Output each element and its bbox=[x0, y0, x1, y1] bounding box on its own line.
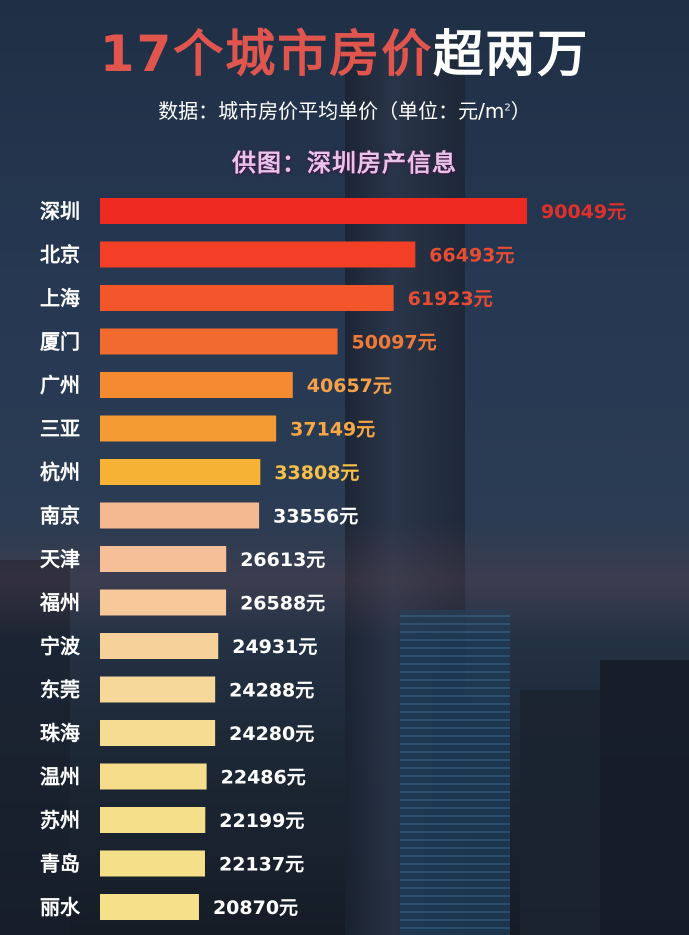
value-label: 40657元 bbox=[307, 375, 392, 397]
background-building bbox=[600, 660, 689, 935]
bar bbox=[100, 589, 227, 616]
category-label: 珠海 bbox=[40, 721, 80, 745]
category-label: 厦门 bbox=[40, 330, 80, 354]
category-label: 南京 bbox=[40, 504, 80, 528]
bar bbox=[100, 372, 293, 398]
bar bbox=[100, 285, 394, 311]
category-label: 广州 bbox=[40, 373, 80, 397]
category-label: 福州 bbox=[39, 591, 80, 615]
category-label: 苏州 bbox=[40, 808, 80, 832]
category-label: 东莞 bbox=[40, 678, 80, 702]
category-label: 丽水 bbox=[40, 895, 81, 919]
value-label: 22199元 bbox=[219, 810, 304, 832]
value-label: 22137元 bbox=[219, 854, 304, 876]
subtitle-text: 数据：城市房价平均单价（单位：元/m bbox=[158, 99, 505, 123]
value-label: 24280元 bbox=[229, 723, 314, 745]
bar bbox=[100, 546, 227, 572]
value-label: 26588元 bbox=[240, 593, 325, 615]
chart-subtitle: 数据：城市房价平均单价（单位：元/m2） bbox=[0, 95, 689, 124]
bar bbox=[100, 328, 338, 355]
value-label: 37149元 bbox=[290, 419, 375, 441]
bar bbox=[100, 763, 207, 790]
value-label: 22486元 bbox=[221, 767, 306, 789]
bar bbox=[100, 198, 527, 224]
value-label: 33556元 bbox=[273, 506, 358, 528]
value-label: 90049元 bbox=[541, 201, 626, 223]
category-label: 天津 bbox=[40, 547, 80, 571]
bar bbox=[100, 502, 260, 529]
category-label: 宁波 bbox=[40, 634, 81, 658]
value-label: 33808元 bbox=[274, 462, 359, 484]
chart-title-part1: 17个城市房价 bbox=[99, 25, 434, 83]
bar bbox=[100, 241, 416, 268]
value-label: 50097元 bbox=[352, 332, 437, 354]
bar bbox=[100, 415, 277, 442]
value-label: 24931元 bbox=[232, 636, 317, 658]
category-label: 青岛 bbox=[40, 852, 80, 876]
background-building bbox=[0, 560, 70, 935]
subtitle-superscript: 2 bbox=[504, 102, 511, 114]
value-label: 61923元 bbox=[408, 288, 493, 310]
category-label: 温州 bbox=[40, 765, 80, 789]
bar bbox=[100, 807, 206, 833]
background-haze bbox=[0, 520, 689, 640]
value-label: 20870元 bbox=[213, 897, 298, 919]
value-label: 24288元 bbox=[229, 680, 314, 702]
bar bbox=[100, 459, 261, 485]
background-glass-building bbox=[400, 610, 510, 935]
value-label: 26613元 bbox=[240, 549, 325, 571]
value-label: 66493元 bbox=[429, 245, 514, 267]
category-label: 上海 bbox=[40, 286, 80, 310]
category-label: 杭州 bbox=[40, 460, 80, 484]
bar bbox=[100, 633, 219, 659]
bar bbox=[100, 850, 205, 877]
bar bbox=[100, 720, 216, 746]
chart-title-part2: 超两万 bbox=[433, 25, 590, 83]
chart-title: 17个城市房价超两万 bbox=[0, 14, 689, 86]
bar bbox=[100, 676, 216, 703]
category-label: 北京 bbox=[40, 243, 80, 267]
category-label: 深圳 bbox=[40, 199, 80, 223]
subtitle-close: ） bbox=[510, 99, 531, 123]
background-building bbox=[520, 690, 600, 935]
image-credit: 供图：深圳房产信息 bbox=[232, 149, 457, 177]
category-label: 三亚 bbox=[40, 417, 80, 441]
bar bbox=[100, 894, 199, 920]
